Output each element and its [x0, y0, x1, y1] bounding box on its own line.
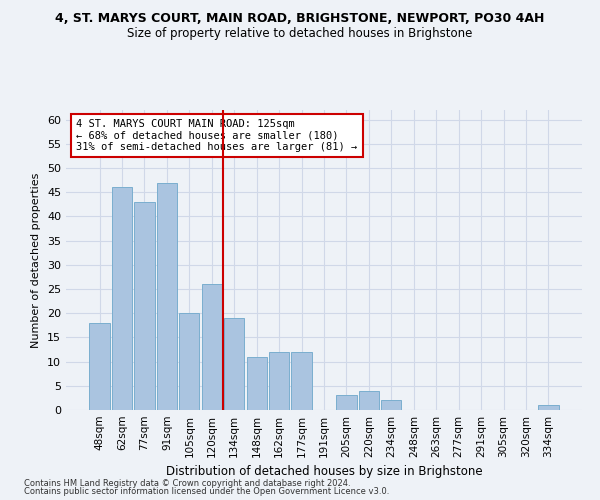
Bar — [179, 313, 199, 410]
Bar — [134, 202, 155, 410]
Text: Contains public sector information licensed under the Open Government Licence v3: Contains public sector information licen… — [24, 487, 389, 496]
Bar — [247, 357, 267, 410]
Text: 4, ST. MARYS COURT, MAIN ROAD, BRIGHSTONE, NEWPORT, PO30 4AH: 4, ST. MARYS COURT, MAIN ROAD, BRIGHSTON… — [55, 12, 545, 26]
Bar — [381, 400, 401, 410]
Bar — [157, 182, 177, 410]
Y-axis label: Number of detached properties: Number of detached properties — [31, 172, 41, 348]
Bar — [359, 390, 379, 410]
X-axis label: Distribution of detached houses by size in Brighstone: Distribution of detached houses by size … — [166, 466, 482, 478]
Bar — [202, 284, 222, 410]
Text: 4 ST. MARYS COURT MAIN ROAD: 125sqm
← 68% of detached houses are smaller (180)
3: 4 ST. MARYS COURT MAIN ROAD: 125sqm ← 68… — [76, 119, 358, 152]
Text: Size of property relative to detached houses in Brighstone: Size of property relative to detached ho… — [127, 28, 473, 40]
Bar — [112, 188, 132, 410]
Bar — [269, 352, 289, 410]
Bar — [292, 352, 311, 410]
Bar — [224, 318, 244, 410]
Text: Contains HM Land Registry data © Crown copyright and database right 2024.: Contains HM Land Registry data © Crown c… — [24, 478, 350, 488]
Bar — [89, 323, 110, 410]
Bar — [538, 405, 559, 410]
Bar — [337, 396, 356, 410]
